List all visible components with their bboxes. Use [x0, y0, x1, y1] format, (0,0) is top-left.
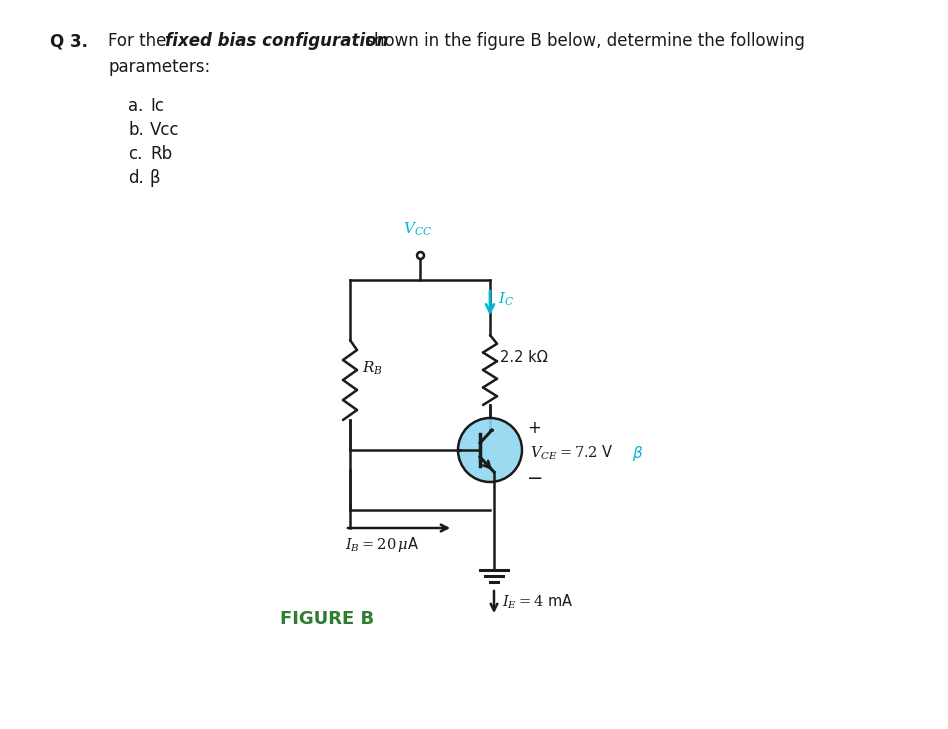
Text: $V_{CC}$: $V_{CC}$: [404, 221, 432, 238]
Text: $R_B$: $R_B$: [362, 360, 383, 378]
Text: Vcc: Vcc: [150, 121, 179, 139]
Circle shape: [458, 418, 522, 482]
Text: Rb: Rb: [150, 145, 173, 163]
Text: β: β: [150, 169, 160, 187]
Text: shown in the figure B below, determine the following: shown in the figure B below, determine t…: [360, 32, 805, 50]
Text: For the: For the: [108, 32, 172, 50]
Text: $V_{CE}=7.2$ V: $V_{CE}=7.2$ V: [530, 444, 613, 462]
Text: fixed bias configuration: fixed bias configuration: [165, 32, 389, 50]
Text: +: +: [527, 419, 541, 437]
Text: −: −: [527, 469, 543, 488]
Text: 2.2 kΩ: 2.2 kΩ: [500, 350, 548, 365]
Text: a.: a.: [128, 97, 143, 115]
Text: parameters:: parameters:: [108, 58, 210, 76]
Text: $I_C$: $I_C$: [498, 291, 514, 308]
Text: $I_B=20\,\mu$A: $I_B=20\,\mu$A: [345, 535, 419, 554]
Text: d.: d.: [128, 169, 144, 187]
Text: c.: c.: [128, 145, 142, 163]
Text: FIGURE B: FIGURE B: [280, 610, 374, 628]
Text: β: β: [632, 445, 642, 461]
Text: Ic: Ic: [150, 97, 164, 115]
Text: b.: b.: [128, 121, 144, 139]
Text: Q 3.: Q 3.: [50, 32, 88, 50]
Text: $I_E=4$ mA: $I_E=4$ mA: [502, 593, 574, 612]
